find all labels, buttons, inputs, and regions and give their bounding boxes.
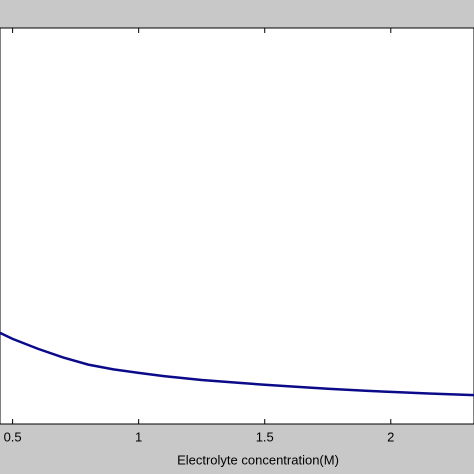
plot-area: [0, 27, 474, 425]
x-tick-label: 2: [387, 429, 394, 444]
x-tick-label: 0.5: [4, 429, 22, 444]
x-tick-label: 1.5: [256, 429, 274, 444]
x-tick-label: 1: [135, 429, 142, 444]
data-line: [0, 331, 474, 397]
x-axis-label: Electrolyte concentration(M): [177, 452, 339, 467]
